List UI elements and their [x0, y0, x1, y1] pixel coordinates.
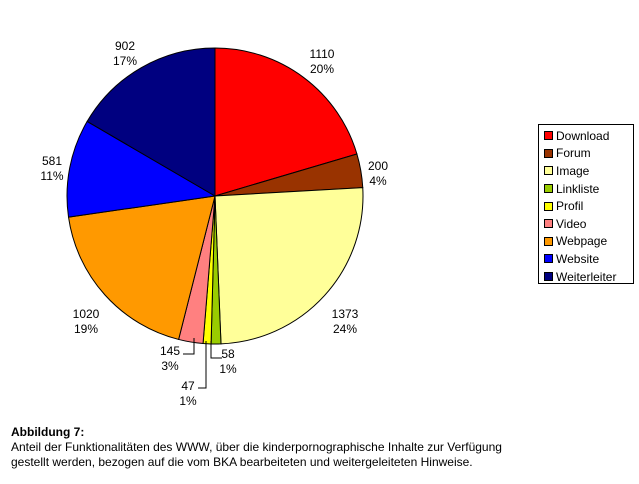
data-label-value-webpage: 1020	[73, 307, 100, 321]
legend-label-profil: Profil	[556, 199, 584, 214]
legend-label-weiterleiter: Weiterleiter	[556, 269, 617, 284]
pie-slice-webpage	[67, 195, 216, 341]
data-label-percent-webpage: 19%	[74, 322, 98, 336]
data-label-percent-video: 3%	[161, 359, 179, 373]
pie-slice-image	[214, 187, 364, 345]
pie-slice-download	[214, 47, 358, 197]
leader-line-linkliste	[210, 341, 222, 359]
data-label-percent-weiterleiter: 17%	[113, 54, 137, 68]
legend-label-image: Image	[556, 163, 590, 178]
pie-slices	[66, 47, 364, 345]
pie-slice-website	[66, 120, 217, 218]
legend-swatch-weiterleiter	[544, 272, 553, 282]
caption-title: Abbildung 7:	[11, 425, 85, 439]
legend-item-download: Download	[544, 127, 633, 145]
legend-swatch-image	[544, 166, 553, 176]
data-label-percent-image: 24%	[333, 322, 357, 336]
legend-swatch-linkliste	[544, 184, 553, 194]
data-label-percent-profil: 1%	[179, 394, 197, 408]
data-labels: 111020%2004%137324%581%471%1453%102019%5…	[40, 39, 388, 408]
data-label-value-weiterleiter: 902	[115, 39, 135, 53]
legend-swatch-website	[544, 254, 553, 264]
legend-item-webpage: Webpage	[544, 233, 633, 251]
data-label-percent-website: 11%	[40, 169, 63, 183]
chart-legend: Download Forum Image Linkliste Profil Video We…	[538, 124, 634, 284]
data-label-percent-forum: 4%	[369, 174, 387, 188]
legend-label-video: Video	[556, 216, 587, 231]
legend-label-linkliste: Linkliste	[556, 181, 600, 196]
data-label-percent-linkliste: 1%	[219, 362, 237, 376]
legend-item-image: Image	[544, 162, 633, 180]
figure-caption: Abbildung 7: Anteil der Funktionalitäten…	[11, 425, 631, 470]
legend-swatch-forum	[544, 148, 553, 158]
legend-item-forum: Forum	[544, 145, 633, 163]
legend-item-website: Website	[544, 250, 633, 268]
leader-line-profil	[198, 341, 207, 389]
legend-swatch-webpage	[544, 236, 553, 246]
pie-chart: 111020%2004%137324%581%471%1453%102019%5…	[40, 39, 388, 408]
data-label-value-video: 145	[160, 344, 180, 358]
data-label-percent-download: 20%	[310, 62, 334, 76]
pie-slice-weiterleiter	[86, 47, 216, 197]
legend-label-website: Website	[556, 251, 600, 266]
data-label-value-linkliste: 58	[221, 347, 235, 361]
data-label-value-profil: 47	[181, 379, 195, 393]
legend-swatch-download	[544, 131, 553, 141]
legend-label-download: Download	[556, 128, 610, 143]
data-label-value-forum: 200	[368, 159, 388, 173]
caption-line-1: Anteil der Funktionalitäten des WWW, übe…	[11, 440, 502, 454]
legend-label-forum: Forum	[556, 146, 591, 161]
legend-item-linkliste: Linkliste	[544, 180, 633, 198]
data-label-value-download: 1110	[310, 47, 335, 61]
data-label-value-website: 581	[42, 154, 62, 168]
leader-lines	[183, 338, 222, 389]
legend-item-profil: Profil	[544, 197, 633, 215]
data-label-value-image: 1373	[332, 307, 359, 321]
legend-label-webpage: Webpage	[556, 234, 608, 249]
legend-item-weiterleiter: Weiterleiter	[544, 268, 633, 286]
legend-swatch-profil	[544, 201, 553, 211]
leader-line-video	[183, 338, 195, 355]
caption-line-2: gestellt werden, bezogen auf die vom BKA…	[11, 455, 473, 469]
legend-item-video: Video	[544, 215, 633, 233]
legend-swatch-video	[544, 219, 553, 229]
